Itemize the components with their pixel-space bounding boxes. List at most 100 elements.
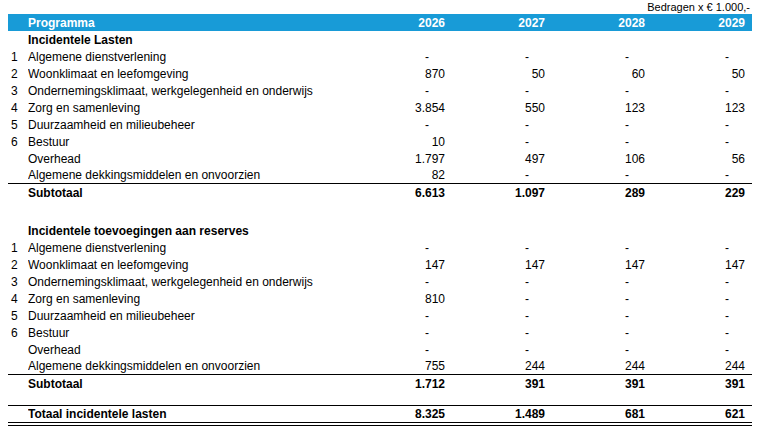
- cell-value: -: [352, 307, 452, 324]
- table-sections: Incidentele Lasten1Algemene dienstverlen…: [8, 31, 752, 405]
- subtotal-label: Subtotaal: [28, 184, 352, 201]
- subtotal-row: Subtotaal1.712391391391: [8, 375, 752, 392]
- cell-value: -: [352, 239, 452, 256]
- cell-value: 147: [552, 256, 652, 273]
- cell-value: 810: [352, 290, 452, 307]
- cell-value: 60: [552, 65, 652, 82]
- subtotal-row: Subtotaal6.6131.097289229: [8, 184, 752, 201]
- amounts-unit-note: Bedragen x € 1.000,-: [0, 0, 767, 14]
- cell-value: -: [652, 133, 752, 150]
- table-row: 4Zorg en samenleving3.854550123123: [8, 99, 752, 116]
- grand-total-row: Totaal incidentele lasten 8.325 1.489 68…: [8, 405, 752, 426]
- row-number-cell: 4: [8, 99, 28, 116]
- header-year-2027: 2027: [452, 14, 552, 31]
- table-row: 6Bestuur----: [8, 324, 752, 341]
- row-label: Overhead: [28, 150, 352, 167]
- table-row: Overhead----: [8, 341, 752, 358]
- section-title-row: Incidentele toevoegingen aan reserves: [8, 222, 752, 239]
- row-label: Algemene dekkingsmiddelen en onvoorzien: [28, 167, 352, 183]
- cell-value: -: [552, 116, 652, 133]
- table-row: 1Algemene dienstverlening----: [8, 239, 752, 256]
- cell-value: -: [452, 82, 552, 99]
- header-year-2029: 2029: [652, 14, 752, 31]
- row-number-cell: 5: [8, 116, 28, 133]
- cell-value: -: [652, 82, 752, 99]
- cell-value: 50: [452, 65, 552, 82]
- cell-value: 123: [552, 99, 652, 116]
- cell-value: -: [452, 341, 552, 358]
- table-row: Algemene dekkingsmiddelen en onvoorzien7…: [8, 358, 752, 375]
- table-row: Overhead1.79749710656: [8, 150, 752, 167]
- cell-value: 147: [352, 256, 452, 273]
- row-label: Overhead: [28, 341, 352, 358]
- cell-value: -: [452, 48, 552, 65]
- row-number-cell: 3: [8, 273, 28, 290]
- section-title: Incidentele Lasten: [28, 31, 752, 48]
- cell-value: -: [352, 273, 452, 290]
- row-label: Zorg en samenleving: [28, 290, 352, 307]
- cell-value: -: [552, 273, 652, 290]
- header-year-2026: 2026: [352, 14, 452, 31]
- cell-value: -: [652, 324, 752, 341]
- cell-value: 106: [552, 150, 652, 167]
- cell-value: -: [452, 239, 552, 256]
- subtotal-value: 1.097: [452, 184, 552, 201]
- budget-table: Programma 2026 2027 2028 2029 Incidentel…: [8, 14, 752, 426]
- row-number-cell: 2: [8, 65, 28, 82]
- cell-value: 244: [652, 358, 752, 374]
- row-number-cell: 4: [8, 290, 28, 307]
- cell-value: -: [652, 167, 752, 183]
- row-label: Woonklimaat en leefomgeving: [28, 256, 352, 273]
- row-label: Ondernemingsklimaat, werkgelegenheid en …: [28, 273, 352, 290]
- cell-value: -: [452, 273, 552, 290]
- row-label: Algemene dienstverlening: [28, 48, 352, 65]
- cell-value: 56: [652, 150, 752, 167]
- cell-value: 497: [452, 150, 552, 167]
- row-label: Zorg en samenleving: [28, 99, 352, 116]
- cell-value: -: [552, 133, 652, 150]
- row-number-cell: [8, 150, 28, 167]
- cell-value: -: [552, 341, 652, 358]
- cell-value: -: [452, 167, 552, 183]
- table-row: 2Woonklimaat en leefomgeving147147147147: [8, 256, 752, 273]
- section-title: Incidentele toevoegingen aan reserves: [28, 222, 752, 239]
- table-section: Incidentele toevoegingen aan reserves1Al…: [8, 222, 752, 392]
- subtotal-value: 391: [552, 375, 652, 392]
- row-number-cell: 1: [8, 48, 28, 65]
- cell-value: -: [652, 273, 752, 290]
- cell-value: -: [652, 116, 752, 133]
- subtotal-value: 229: [652, 184, 752, 201]
- subtotal-value: 391: [652, 375, 752, 392]
- row-number-cell: [8, 358, 28, 374]
- row-number-cell: [8, 184, 28, 201]
- table-row: 2Woonklimaat en leefomgeving870506050: [8, 65, 752, 82]
- cell-value: 3.854: [352, 99, 452, 116]
- cell-value: 147: [652, 256, 752, 273]
- grand-total-value-2029: 621: [652, 406, 752, 422]
- row-number-cell: 6: [8, 324, 28, 341]
- row-number-cell: 1: [8, 239, 28, 256]
- table-row: 6Bestuur10---: [8, 133, 752, 150]
- section-title-row: Incidentele Lasten: [8, 31, 752, 48]
- subtotal-value: 289: [552, 184, 652, 201]
- cell-value: 50: [652, 65, 752, 82]
- cell-value: -: [452, 290, 552, 307]
- subtotal-value: 391: [452, 375, 552, 392]
- row-label: Ondernemingsklimaat, werkgelegenheid en …: [28, 82, 352, 99]
- subtotal-value: 6.613: [352, 184, 452, 201]
- grand-total-value-2028: 681: [552, 406, 652, 422]
- cell-value: -: [652, 307, 752, 324]
- table-row: 3Ondernemingsklimaat, werkgelegenheid en…: [8, 273, 752, 290]
- section-spacer: [8, 392, 752, 405]
- table-row: 1Algemene dienstverlening----: [8, 48, 752, 65]
- row-label: Algemene dekkingsmiddelen en onvoorzien: [28, 358, 352, 374]
- row-number-cell: [8, 31, 28, 48]
- subtotal-value: 1.712: [352, 375, 452, 392]
- row-label: Woonklimaat en leefomgeving: [28, 65, 352, 82]
- cell-value: -: [652, 239, 752, 256]
- cell-value: -: [552, 167, 652, 183]
- table-row: 5Duurzaamheid en milieubeheer----: [8, 116, 752, 133]
- row-number-cell: 5: [8, 307, 28, 324]
- cell-value: 550: [452, 99, 552, 116]
- table-row: 5Duurzaamheid en milieubeheer----: [8, 307, 752, 324]
